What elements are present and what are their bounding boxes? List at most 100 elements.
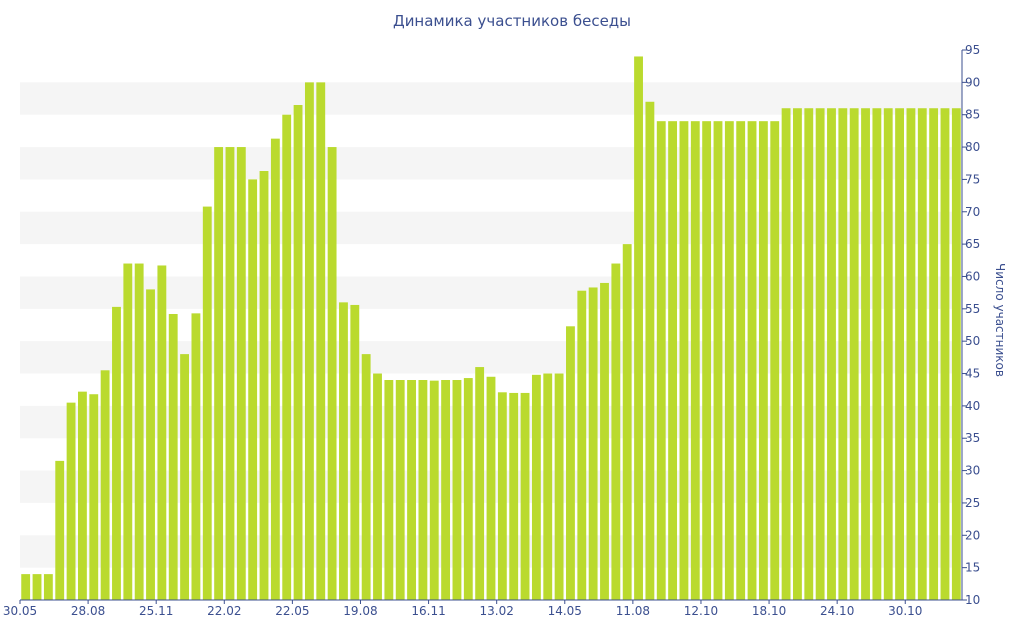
bar[interactable] (906, 108, 916, 600)
bar[interactable] (293, 105, 303, 600)
y-tick-label: 45 (965, 367, 980, 381)
y-tick-label: 20 (965, 528, 980, 542)
bar[interactable] (55, 460, 65, 600)
bar[interactable] (259, 171, 269, 600)
bar[interactable] (702, 121, 712, 601)
bar[interactable] (441, 380, 451, 600)
y-tick-label: 80 (965, 140, 980, 154)
bar[interactable] (804, 108, 814, 600)
bar[interactable] (316, 82, 326, 600)
bar[interactable] (929, 108, 939, 600)
bar[interactable] (827, 108, 836, 600)
bar[interactable] (384, 380, 394, 600)
bar[interactable] (520, 392, 530, 600)
bar[interactable] (146, 289, 155, 600)
bar[interactable] (339, 302, 348, 600)
bar[interactable] (191, 313, 201, 600)
bar[interactable] (497, 392, 507, 600)
bar[interactable] (463, 378, 473, 600)
bar[interactable] (395, 380, 405, 600)
bar[interactable] (89, 394, 99, 600)
bar[interactable] (66, 402, 76, 600)
bar[interactable] (248, 179, 258, 601)
bar[interactable] (180, 354, 189, 600)
bar[interactable] (452, 380, 462, 600)
y-tick-label: 15 (965, 561, 980, 575)
bar[interactable] (668, 121, 678, 601)
bar[interactable] (112, 306, 121, 600)
bar[interactable] (770, 121, 780, 601)
bar[interactable] (758, 121, 768, 601)
bar[interactable] (793, 108, 802, 600)
bar[interactable] (872, 108, 882, 600)
bar[interactable] (781, 108, 791, 600)
bar[interactable] (509, 392, 519, 600)
bar[interactable] (327, 147, 337, 600)
bar[interactable] (883, 108, 893, 600)
bar[interactable] (588, 287, 598, 600)
bar[interactable] (656, 121, 666, 601)
bar[interactable] (282, 114, 292, 601)
bar[interactable] (622, 244, 632, 600)
y-tick-label: 85 (965, 108, 980, 122)
bar[interactable] (634, 56, 643, 601)
bar[interactable] (566, 326, 575, 600)
chart-title: Динамика участников беседы (392, 12, 632, 30)
bar[interactable] (815, 108, 825, 600)
bar[interactable] (475, 367, 485, 600)
bar[interactable] (577, 290, 587, 600)
bar[interactable] (157, 265, 167, 600)
bar[interactable] (861, 108, 870, 600)
bar[interactable] (214, 147, 224, 600)
bar[interactable] (690, 121, 700, 601)
bar[interactable] (43, 574, 53, 600)
bar[interactable] (645, 101, 655, 600)
bar[interactable] (361, 354, 371, 600)
bar[interactable] (225, 147, 235, 600)
bar[interactable] (100, 370, 110, 600)
bar[interactable] (951, 108, 961, 600)
y-tick-label: 95 (965, 43, 980, 57)
bar[interactable] (418, 380, 428, 600)
bar[interactable] (77, 391, 87, 600)
bar[interactable] (600, 282, 609, 600)
x-tick-label: 30.05 (3, 604, 37, 618)
bar[interactable] (611, 263, 621, 600)
y-tick-label: 50 (965, 334, 980, 348)
bar[interactable] (486, 376, 496, 600)
bar[interactable] (554, 373, 564, 600)
bar[interactable] (236, 147, 246, 600)
x-tick-label: 14.05 (548, 604, 582, 618)
y-tick-label: 65 (965, 237, 980, 251)
y-tick-label: 35 (965, 431, 980, 445)
bar[interactable] (531, 374, 541, 600)
bar[interactable] (429, 380, 439, 600)
bar[interactable] (747, 121, 757, 601)
bar[interactable] (895, 108, 905, 600)
bar[interactable] (736, 121, 746, 601)
bar[interactable] (679, 121, 689, 601)
bar[interactable] (270, 138, 280, 600)
bar[interactable] (407, 380, 416, 600)
x-tick-label: 22.02 (207, 604, 241, 618)
bar[interactable] (123, 263, 133, 600)
bar[interactable] (350, 304, 360, 600)
x-tick-label: 28.08 (71, 604, 105, 618)
bar[interactable] (849, 108, 859, 600)
bar[interactable] (713, 121, 723, 601)
bar[interactable] (202, 206, 212, 600)
x-tick-label: 12.10 (684, 604, 718, 618)
bar[interactable] (32, 574, 42, 600)
bar[interactable] (134, 263, 144, 600)
bar[interactable] (838, 108, 848, 600)
bar[interactable] (724, 121, 734, 601)
bar[interactable] (373, 373, 382, 600)
y-tick-label: 90 (965, 75, 980, 89)
y-tick-label: 55 (965, 302, 980, 316)
bar[interactable] (917, 108, 927, 600)
bar[interactable] (168, 314, 178, 600)
bar[interactable] (940, 108, 950, 600)
bar[interactable] (304, 82, 314, 600)
bar[interactable] (21, 574, 31, 600)
bar[interactable] (543, 373, 553, 600)
